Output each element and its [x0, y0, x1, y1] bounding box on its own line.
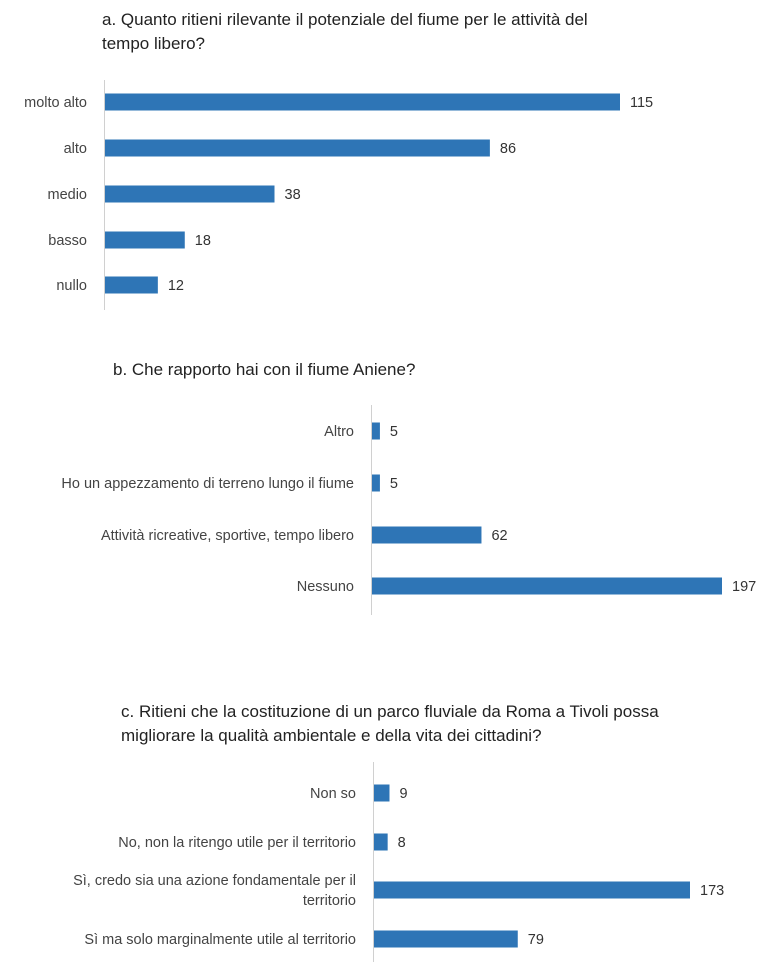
bar-b-2: [371, 474, 380, 492]
bar-a-3: [104, 185, 275, 203]
category-label-c-3-line-2: territorio: [303, 893, 356, 909]
chart-b-title-line-1: b. Che rapporto hai con il fiume Aniene?: [113, 360, 416, 379]
category-label-a-1: molto alto: [24, 95, 87, 111]
category-label-b-2: Ho un appezzamento di terreno lungo il f…: [61, 476, 354, 492]
category-label-a-5: nullo: [56, 278, 87, 294]
bar-a-2: [104, 139, 490, 157]
value-label-c-3: 173: [700, 883, 724, 899]
value-label-b-1: 5: [390, 424, 398, 440]
chart-b: 5 Altro 5 Ho un appezzamento di terreno lun…: [61, 405, 756, 615]
value-label-a-4: 18: [195, 233, 211, 249]
value-label-a-3: 38: [285, 187, 301, 203]
value-label-b-4: 197: [732, 579, 756, 595]
chart-a: 115 molto alto 86 alto 38 medio 18 basso 12 nullo: [24, 80, 653, 310]
bar-b-4: [371, 577, 722, 595]
value-label-a-1: 115: [630, 95, 653, 111]
bar-a-1: [104, 93, 620, 111]
category-label-b-4: Nessuno: [297, 579, 354, 595]
value-label-c-1: 9: [399, 786, 407, 802]
chart-c-title-line-1: c. Ritieni che la costituzione di un par…: [121, 702, 659, 721]
chart-a-title-line-2: tempo libero?: [102, 34, 206, 53]
value-label-a-5: 12: [168, 278, 184, 294]
bar-c-4: [373, 930, 518, 948]
category-label-a-3: medio: [48, 187, 88, 203]
category-label-c-1: Non so: [310, 786, 356, 802]
chart-a-title-line-1: a. Quanto ritieni rilevante il potenzial…: [102, 10, 588, 29]
bar-b-1: [371, 422, 380, 440]
chart-c-title: c. Ritieni che la costituzione di un par…: [121, 700, 751, 748]
value-label-a-2: 86: [500, 141, 516, 157]
category-label-a-2: alto: [64, 141, 87, 157]
category-label-a-4: basso: [48, 233, 87, 249]
chart-a-title: a. Quanto ritieni rilevante il potenzial…: [102, 8, 702, 56]
category-label-b-1: Altro: [324, 424, 354, 440]
chart-c-title-line-2: migliorare la qualità ambientale e della…: [121, 726, 542, 745]
bar-c-2: [373, 833, 388, 851]
bar-c-1: [373, 784, 390, 802]
bar-a-4: [104, 231, 185, 249]
category-label-c-3-line-1: Sì, credo sia una azione fondamentale pe…: [73, 873, 356, 889]
bar-a-5: [104, 276, 158, 294]
value-label-c-4: 79: [528, 932, 544, 948]
chart-c: 9 Non so 8 No, non la ritengo utile per il …: [73, 762, 724, 962]
value-label-b-3: 62: [491, 528, 507, 544]
value-label-b-2: 5: [390, 476, 398, 492]
category-label-b-3: Attività ricreative, sportive, tempo lib…: [101, 528, 354, 544]
chart-b-title: b. Che rapporto hai con il fiume Aniene?: [113, 358, 713, 382]
category-label-c-2: No, non la ritengo utile per il territor…: [118, 835, 356, 851]
value-label-c-2: 8: [398, 835, 406, 851]
category-label-c-4: Sì ma solo marginalmente utile al territ…: [84, 932, 356, 948]
bar-b-3: [371, 526, 482, 544]
bar-c-3: [373, 881, 690, 899]
